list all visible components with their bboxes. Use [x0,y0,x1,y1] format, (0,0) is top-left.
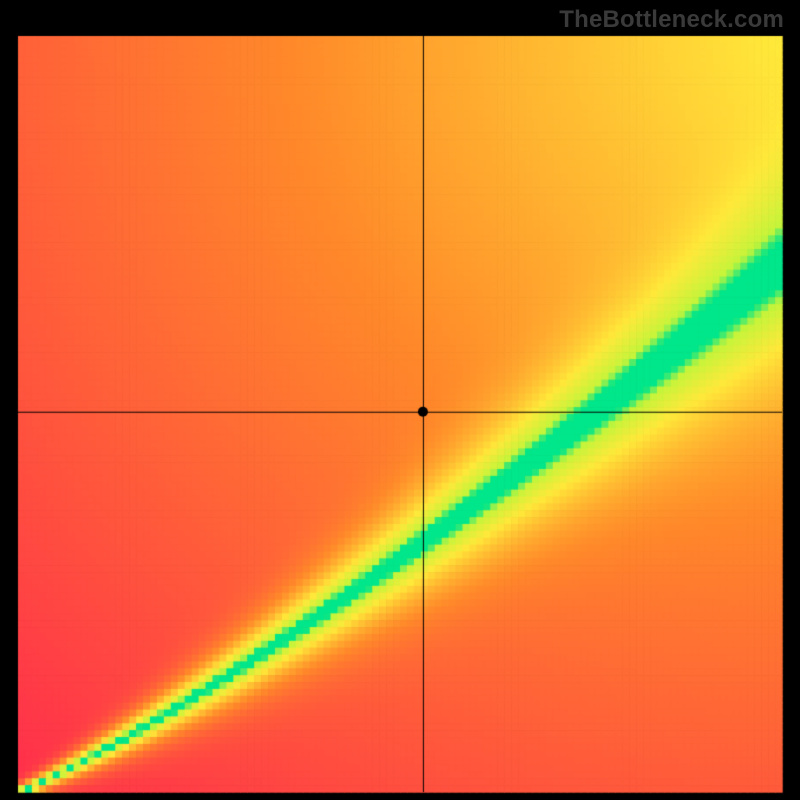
heatmap-canvas [0,0,800,800]
watermark: TheBottleneck.com [559,6,784,34]
chart-container: TheBottleneck.com [0,0,800,800]
